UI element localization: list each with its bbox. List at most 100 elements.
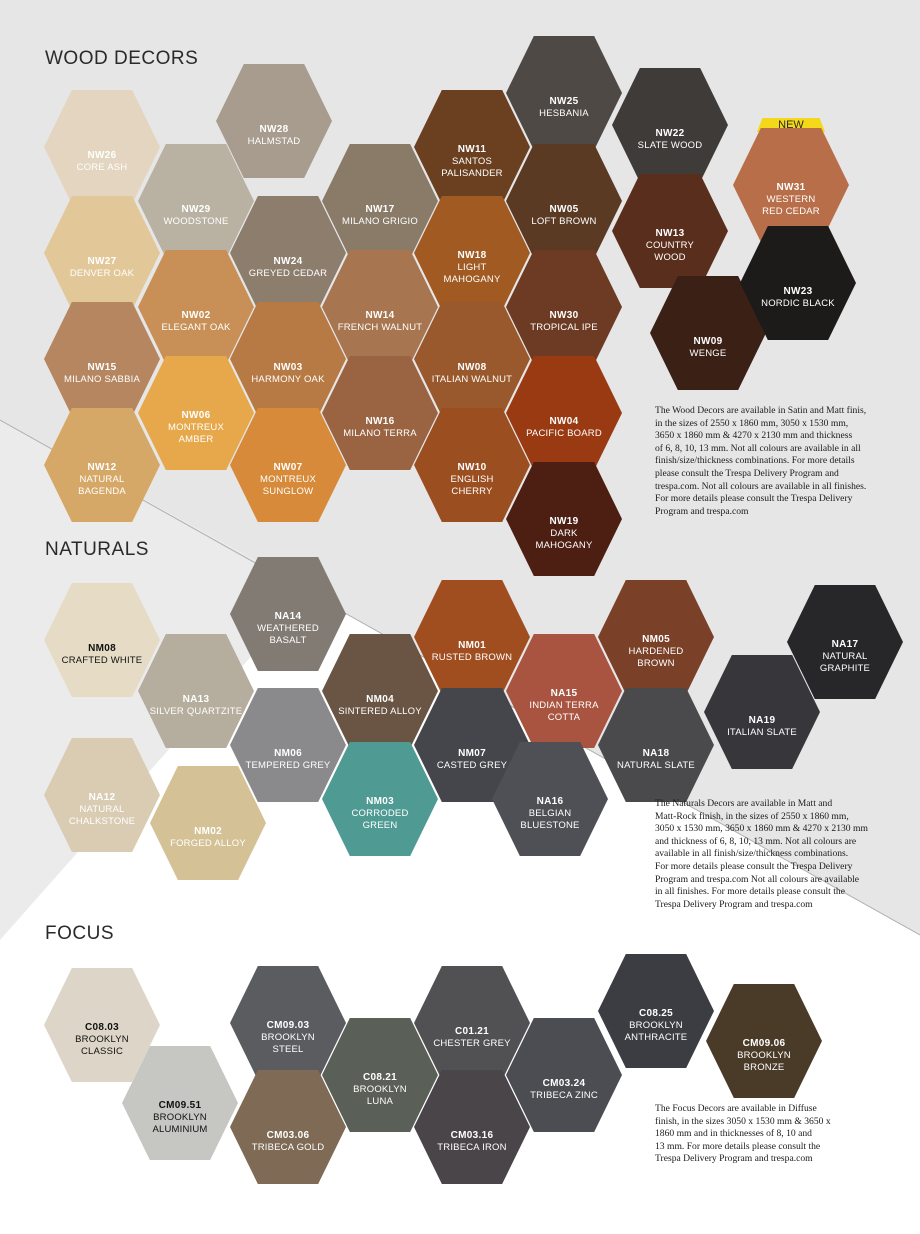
- swatch-name: SANTOS PALISANDER: [441, 156, 503, 179]
- swatch-c01-21: C01.21 CHESTER GREY: [414, 966, 530, 1080]
- swatch-code: NM08: [88, 643, 116, 654]
- swatch-name: SINTERED ALLOY: [338, 706, 422, 717]
- swatch-name: WEATHERED BASALT: [257, 623, 319, 646]
- swatch-name: GREYED CEDAR: [248, 268, 328, 279]
- swatch-code: CM09.51: [158, 1100, 202, 1111]
- swatch-name: WOODSTONE: [163, 216, 229, 227]
- swatch-code: NW04: [549, 416, 579, 427]
- swatch-name: HARDENED BROWN: [628, 646, 684, 669]
- swatch-code: NW09: [693, 336, 723, 347]
- swatch-code: NW16: [365, 416, 395, 427]
- swatch-code: NM06: [274, 748, 302, 759]
- swatch-code: NM01: [458, 640, 486, 651]
- swatch-name: MONTREUX SUNGLOW: [260, 474, 316, 497]
- swatch-code: NW26: [87, 150, 117, 161]
- swatch-name: MILANO TERRA: [343, 428, 417, 439]
- swatch-na17: NA17 NATURAL GRAPHITE: [787, 585, 903, 699]
- swatch-nm01: NM01 RUSTED BROWN: [414, 580, 530, 694]
- naturals-description: The Naturals Decors are available in Mat…: [655, 798, 868, 910]
- swatch-cm09-51: CM09.51 BROOKLYN ALUMINIUM: [122, 1046, 238, 1160]
- swatch-nw30: NW30 TROPICAL IPE: [506, 250, 622, 364]
- swatch-name: DENVER OAK: [69, 268, 135, 279]
- focus-description: The Focus Decors are available in Diffus…: [655, 1103, 831, 1165]
- swatch-code: NW25: [549, 96, 579, 107]
- swatch-nw22: NW22 SLATE WOOD: [612, 68, 728, 182]
- swatch-nm06: NM06 TEMPERED GREY: [230, 688, 346, 802]
- swatch-name: CORRODED GREEN: [351, 808, 409, 831]
- swatch-name: NATURAL GRAPHITE: [819, 651, 871, 674]
- swatch-code: NW18: [457, 250, 487, 261]
- swatch-cm03-16: CM03.16 TRIBECA IRON: [414, 1070, 530, 1184]
- swatch-na13: NA13 SILVER QUARTZITE: [138, 634, 254, 748]
- swatch-name: NATURAL BAGENDA: [78, 474, 126, 497]
- swatch-code: NA19: [748, 715, 776, 726]
- swatch-code: NW10: [457, 462, 487, 473]
- swatch-c08-03: C08.03 BROOKLYN CLASSIC: [44, 968, 160, 1082]
- swatch-name: WENGE: [689, 348, 727, 359]
- swatch-name: BROOKLYN ANTHRACITE: [624, 1020, 688, 1043]
- swatch-name: LIGHT MAHOGANY: [443, 262, 501, 285]
- swatch-nm05: NM05 HARDENED BROWN: [598, 580, 714, 694]
- swatch-code: NW07: [273, 462, 303, 473]
- swatch-na16: NA16 BELGIAN BLUESTONE: [492, 742, 608, 856]
- swatch-nw07: NW07 MONTREUX SUNGLOW: [230, 408, 346, 522]
- swatch-na12: NA12 NATURAL CHALKSTONE: [44, 738, 160, 852]
- swatch-cm09-03: CM09.03 BROOKLYN STEEL: [230, 966, 346, 1080]
- swatch-name: TROPICAL IPE: [530, 322, 598, 333]
- swatch-nw12: NW12 NATURAL BAGENDA: [44, 408, 160, 522]
- swatch-nw08: NW08 ITALIAN WALNUT: [414, 302, 530, 416]
- swatch-code: C01.21: [454, 1026, 490, 1037]
- swatch-code: NM05: [642, 634, 670, 645]
- swatch-cm09-06: CM09.06 BROOKLYN BRONZE: [706, 984, 822, 1098]
- swatch-code: NW19: [549, 516, 579, 527]
- naturals-title: NATURALS: [45, 539, 149, 560]
- swatch-name: ITALIAN SLATE: [727, 727, 797, 738]
- focus-title: FOCUS: [45, 923, 114, 944]
- swatch-code: NW27: [87, 256, 117, 267]
- swatch-code: C08.03: [84, 1022, 120, 1033]
- swatch-code: NW12: [87, 462, 117, 473]
- swatch-code: NW17: [365, 204, 395, 215]
- swatch-name: MONTREUX AMBER: [168, 422, 224, 445]
- swatch-name: NATURAL SLATE: [617, 760, 695, 771]
- swatch-code: C08.25: [638, 1008, 674, 1019]
- swatch-code: C08.21: [362, 1072, 398, 1083]
- swatch-nw17: NW17 MILANO GRIGIO: [322, 144, 438, 258]
- swatch-code: NW06: [181, 410, 211, 421]
- swatch-nm08: NM08 CRAFTED WHITE: [44, 583, 160, 697]
- swatch-nw05: NW05 LOFT BROWN: [506, 144, 622, 258]
- swatch-nm04: NM04 SINTERED ALLOY: [322, 634, 438, 748]
- swatch-nw14: NW14 FRENCH WALNUT: [322, 250, 438, 364]
- swatch-name: HARMONY OAK: [251, 374, 325, 385]
- swatch-name: CORE ASH: [76, 162, 128, 173]
- swatch-code: NA13: [182, 694, 210, 705]
- swatch-nw16: NW16 MILANO TERRA: [322, 356, 438, 470]
- swatch-nw19: NW19 DARK MAHOGANY: [506, 462, 622, 576]
- swatch-code: NW13: [655, 228, 685, 239]
- swatch-name: ITALIAN WALNUT: [431, 374, 513, 385]
- swatch-nw06: NW06 MONTREUX AMBER: [138, 356, 254, 470]
- swatch-c08-21: C08.21 BROOKLYN LUNA: [322, 1018, 438, 1132]
- swatch-nw02: NW02 ELEGANT OAK: [138, 250, 254, 364]
- swatch-nw15: NW15 MILANO SABBIA: [44, 302, 160, 416]
- swatch-code: NA15: [550, 688, 578, 699]
- swatch-name: BELGIAN BLUESTONE: [520, 808, 580, 831]
- swatch-name: MILANO GRIGIO: [342, 216, 418, 227]
- swatch-name: FORGED ALLOY: [170, 838, 246, 849]
- swatch-name: TRIBECA ZINC: [530, 1090, 598, 1101]
- swatch-code: NM02: [194, 826, 222, 837]
- swatch-cm03-06: CM03.06 TRIBECA GOLD: [230, 1070, 346, 1184]
- swatch-code: NW24: [273, 256, 303, 267]
- swatch-code: NW05: [549, 204, 579, 215]
- swatch-nw23: NW23 NORDIC BLACK: [740, 226, 856, 340]
- swatch-nw13: NW13 COUNTRY WOOD: [612, 174, 728, 288]
- swatch-code: CM03.16: [450, 1130, 494, 1141]
- swatch-code: NW28: [259, 124, 289, 135]
- swatch-name: COUNTRY WOOD: [645, 240, 695, 263]
- swatch-code: NA17: [831, 639, 859, 650]
- swatch-code: NA12: [88, 792, 116, 803]
- swatch-code: NM04: [366, 694, 394, 705]
- swatch-code: NA18: [642, 748, 670, 759]
- swatch-code: NM07: [458, 748, 486, 759]
- swatch-name: BROOKLYN LUNA: [353, 1084, 407, 1107]
